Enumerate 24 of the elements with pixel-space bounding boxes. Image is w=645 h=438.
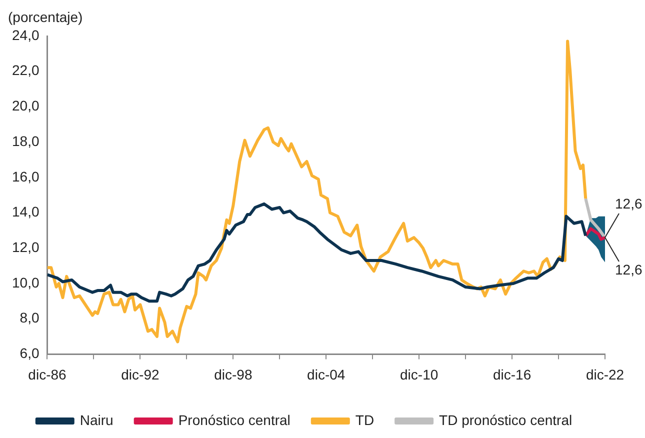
y-tick-label: 16,0 [12,168,40,184]
x-tick-label: dic-04 [307,366,346,382]
legend-label: TD pronóstico central [439,412,572,428]
x-tick-label: dic-98 [214,366,252,382]
y-tick-label: 14,0 [12,204,40,220]
y-tick-label: 20,0 [12,98,40,114]
x-tick-label: dic-10 [400,366,438,382]
y-tick-label: 8,0 [20,310,40,326]
y-tick-label: 24,0 [12,26,40,43]
legend-label: TD [355,412,374,428]
legend-label: Pronóstico central [178,412,290,428]
y-tick-label: 10,0 [12,274,40,290]
y-tick-label: 18,0 [12,132,40,149]
y-tick-label: 6,0 [20,345,40,362]
annotation: 12,6 [615,195,642,212]
y-axis-title: (porcentaje) [8,9,83,25]
annotation: 12,6 [615,261,642,278]
x-tick-label: dic-22 [586,366,624,382]
x-tick-label: dic-86 [28,366,67,382]
x-tick-label: dic-16 [492,366,532,382]
y-tick-label: 22,0 [12,62,40,78]
legend-label: Nairu [80,412,114,428]
x-tick-label: dic-92 [121,366,160,382]
y-tick-label: 12,0 [12,238,40,255]
